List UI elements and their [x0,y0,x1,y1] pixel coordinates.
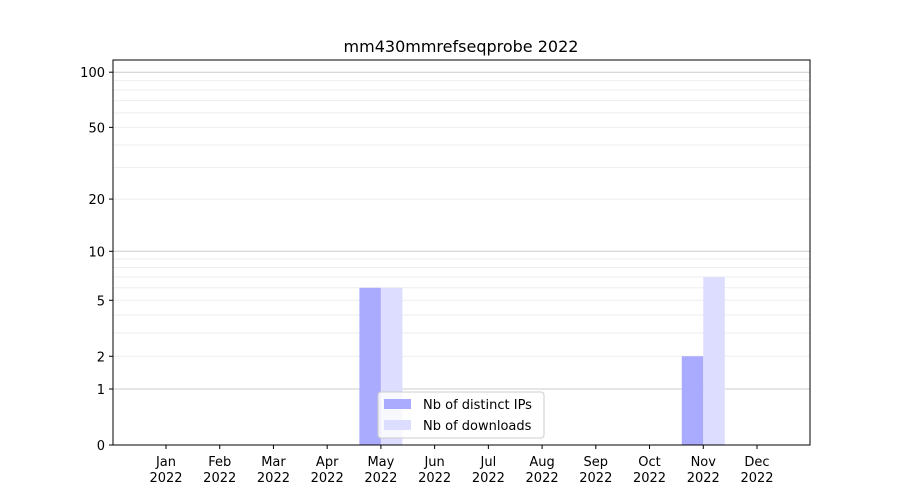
bar-downloads [703,277,725,445]
y-tick-label: 5 [97,294,105,309]
x-tick-label: Jan 2022 [149,455,182,486]
legend-label-downloads: Nb of downloads [423,419,532,434]
x-tick-label: Oct 2022 [633,455,666,486]
y-tick-label: 20 [88,193,105,208]
x-tick-label: Jul 2022 [472,455,505,486]
legend-swatch-downloads [384,420,411,430]
legend-swatch-ips [384,399,411,409]
bar-distinct-ips [681,356,704,445]
x-tick-label: Nov 2022 [687,455,720,486]
y-axis: 0 1 2 5 10 20 50 100 [80,66,113,454]
x-tick-label: Jun 2022 [418,455,451,486]
y-tick-label: 0 [97,439,105,454]
y-tick-label: 10 [88,245,105,260]
legend-box [377,391,545,439]
plot-frame [112,59,811,446]
legend: Nb of distinct IPs Nb of downloads [377,391,545,439]
y-tick-label: 50 [88,121,105,136]
x-tick-label: Aug 2022 [526,455,559,486]
x-tick-label: Mar 2022 [257,455,290,486]
y-tick-label: 100 [80,66,105,81]
grid [113,71,810,390]
x-tick-label: Feb 2022 [203,455,236,486]
legend-label-ips: Nb of distinct IPs [423,398,532,413]
chart-title: mm430mmrefseqprobe 2022 [344,37,579,56]
x-tick-label: Dec 2022 [740,455,773,486]
y-tick-label: 2 [97,350,105,365]
x-tick-label: Sep 2022 [579,455,612,486]
y-tick-label: 1 [97,383,105,398]
x-tick-label: Apr 2022 [311,455,344,486]
x-tick-label: May 2022 [364,455,397,486]
x-axis: Jan 2022 Feb 2022 Mar 2022 Apr 2022 May 2022 Jun 20… [149,445,774,486]
bar-distinct-ips [359,287,381,445]
